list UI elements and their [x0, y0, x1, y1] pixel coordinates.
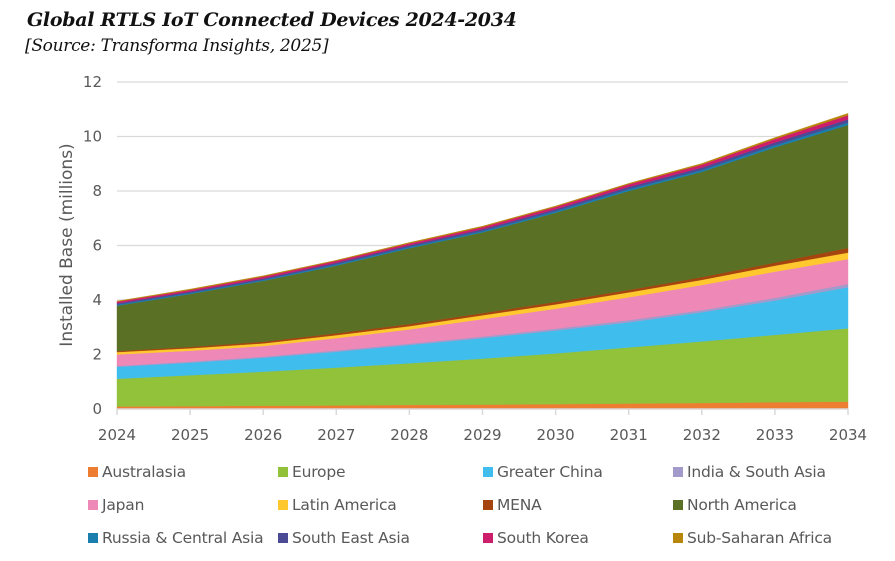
y-axis-label: Installed Base (millions) — [57, 143, 77, 346]
legend-label: Latin America — [292, 496, 397, 514]
legend-label: Europe — [292, 463, 346, 481]
legend-label: Australasia — [102, 463, 186, 481]
legend-item: Greater China — [483, 460, 673, 484]
legend-item: Europe — [278, 460, 483, 484]
legend-label: Japan — [102, 496, 145, 514]
legend-swatch — [483, 500, 493, 510]
area-sub-saharan-africa — [116, 113, 849, 302]
x-tick-label: 2024 — [98, 426, 136, 444]
x-tick-label: 2034 — [829, 426, 867, 444]
legend-swatch — [673, 533, 683, 543]
x-tick-label: 2028 — [390, 426, 428, 444]
x-tick-label: 2026 — [244, 426, 282, 444]
legend-swatch — [88, 467, 98, 477]
legend-item: India & South Asia — [673, 460, 878, 484]
legend-item: Russia & Central Asia — [88, 526, 278, 550]
legend-item: Japan — [88, 493, 278, 517]
chart-subtitle: [Source: Transforma Insights, 2025] — [25, 36, 329, 56]
legend: Australasia Europe Greater China India & So… — [88, 460, 878, 550]
y-tick-label: 12 — [83, 73, 102, 91]
y-tick-label: 8 — [92, 182, 102, 200]
legend-item: South East Asia — [278, 526, 483, 550]
legend-item: Sub-Saharan Africa — [673, 526, 878, 550]
y-tick-label: 6 — [92, 237, 102, 255]
chart-title: Global RTLS IoT Connected Devices 2024-2… — [27, 9, 517, 31]
x-tick-label: 2033 — [756, 426, 794, 444]
legend-label: Russia & Central Asia — [102, 529, 264, 547]
legend-item: Latin America — [278, 493, 483, 517]
legend-item: South Korea — [483, 526, 673, 550]
legend-label: Sub-Saharan Africa — [687, 529, 832, 547]
legend-label: South Korea — [497, 529, 589, 547]
legend-swatch — [483, 467, 493, 477]
legend-swatch — [278, 533, 288, 543]
legend-item: Australasia — [88, 460, 278, 484]
legend-label: North America — [687, 496, 797, 514]
x-tick-label: 2029 — [463, 426, 501, 444]
x-tick-label: 2031 — [610, 426, 648, 444]
x-tick-label: 2032 — [683, 426, 721, 444]
legend-swatch — [483, 533, 493, 543]
legend-swatch — [278, 467, 288, 477]
legend-swatch — [673, 500, 683, 510]
legend-item: MENA — [483, 493, 673, 517]
legend-swatch — [88, 500, 98, 510]
legend-swatch — [88, 533, 98, 543]
x-tick-label: 2030 — [537, 426, 575, 444]
x-tick-label: 2027 — [317, 426, 355, 444]
legend-label: India & South Asia — [687, 463, 826, 481]
axes: 0 2 4 6 8 10 12 2024 2025 2026 2027 2028 2029 2030 203… — [83, 73, 867, 444]
legend-label: South East Asia — [292, 529, 410, 547]
legend-label: Greater China — [497, 463, 603, 481]
y-tick-label: 2 — [92, 346, 102, 364]
y-tick-label: 4 — [92, 291, 102, 309]
area-series — [116, 113, 849, 410]
legend-swatch — [673, 467, 683, 477]
y-tick-label: 0 — [92, 400, 102, 418]
legend-swatch — [278, 500, 288, 510]
legend-label: MENA — [497, 496, 542, 514]
y-tick-label: 10 — [83, 128, 102, 146]
x-tick-label: 2025 — [171, 426, 209, 444]
legend-item: North America — [673, 493, 878, 517]
